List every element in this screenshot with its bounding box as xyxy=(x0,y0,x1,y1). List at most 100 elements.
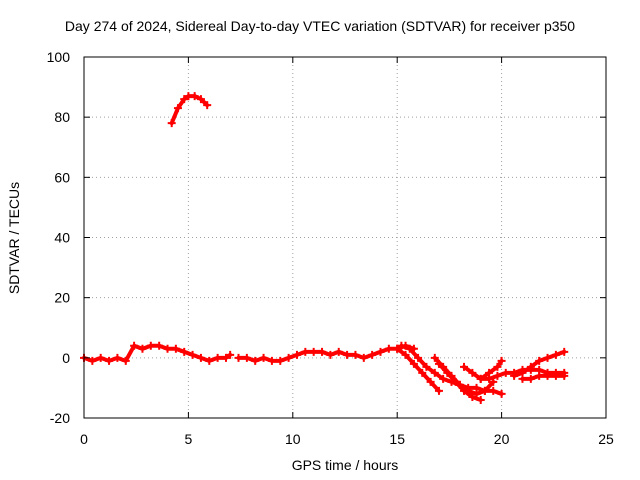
data-point xyxy=(497,389,506,398)
data-point xyxy=(88,356,97,365)
x-axis-label: GPS time / hours xyxy=(291,457,399,473)
data-point xyxy=(203,101,212,110)
data-point xyxy=(468,368,477,377)
series-11 xyxy=(518,371,569,383)
y-tick-label: 20 xyxy=(54,290,70,306)
data-point xyxy=(251,356,260,365)
x-tick-label: 20 xyxy=(494,431,510,447)
data-point xyxy=(180,347,189,356)
data-point xyxy=(368,350,377,359)
data-point xyxy=(173,104,182,113)
data-point xyxy=(196,95,205,104)
data-point xyxy=(430,368,439,377)
series-line xyxy=(82,343,233,363)
data-point xyxy=(560,371,569,380)
data-point xyxy=(309,347,318,356)
data-series xyxy=(80,92,569,404)
data-point xyxy=(476,374,485,383)
series-7 xyxy=(434,359,485,404)
data-point xyxy=(138,344,147,353)
data-point xyxy=(430,353,439,362)
data-point xyxy=(535,356,544,365)
x-tick-label: 0 xyxy=(80,431,88,447)
data-point xyxy=(460,386,469,395)
data-point xyxy=(190,92,199,101)
data-point xyxy=(543,353,552,362)
data-point xyxy=(451,377,460,386)
data-point xyxy=(551,371,560,380)
data-point xyxy=(130,341,139,350)
data-point xyxy=(480,386,489,395)
data-point xyxy=(205,356,214,365)
data-point xyxy=(439,374,448,383)
data-point xyxy=(196,353,205,362)
data-point xyxy=(489,386,498,395)
data-point xyxy=(560,347,569,356)
data-point xyxy=(493,362,502,371)
data-point xyxy=(171,344,180,353)
data-point xyxy=(163,344,172,353)
data-point xyxy=(476,395,485,404)
y-tick-label: 40 xyxy=(54,230,70,246)
y-tick-label: -20 xyxy=(50,410,70,426)
chart-title: Day 274 of 2024, Sidereal Day-to-day VTE… xyxy=(64,18,576,34)
data-point xyxy=(443,368,452,377)
data-point xyxy=(376,347,385,356)
data-point xyxy=(234,353,243,362)
data-point xyxy=(292,350,301,359)
y-axis-label: SDTVAR / TECUs xyxy=(6,181,22,295)
data-point xyxy=(434,359,443,368)
x-tick-label: 25 xyxy=(598,431,614,447)
data-point xyxy=(334,347,343,356)
data-point xyxy=(226,350,235,359)
data-point xyxy=(276,356,285,365)
data-point xyxy=(518,374,527,383)
data-point xyxy=(343,350,352,359)
data-point xyxy=(535,371,544,380)
data-point xyxy=(180,95,189,104)
data-point xyxy=(96,353,105,362)
data-point xyxy=(167,119,176,128)
data-point xyxy=(526,374,535,383)
data-point xyxy=(113,353,122,362)
axis-ticks: 0 5 10 15 20 25 -20 0 20 40 60 80 100 xyxy=(47,49,614,447)
y-tick-label: 60 xyxy=(54,169,70,185)
y-tick-label: 0 xyxy=(62,350,70,366)
data-point xyxy=(393,344,402,353)
data-point xyxy=(510,371,519,380)
series-1 xyxy=(167,92,212,128)
x-tick-label: 5 xyxy=(185,431,193,447)
data-point xyxy=(188,350,197,359)
series-line xyxy=(236,343,416,363)
data-point xyxy=(121,356,130,365)
data-point xyxy=(426,377,435,386)
data-point xyxy=(242,353,251,362)
data-point xyxy=(318,347,327,356)
data-point xyxy=(526,362,535,371)
data-point xyxy=(326,350,335,359)
data-point xyxy=(460,362,469,371)
data-point xyxy=(501,368,510,377)
grid-lines xyxy=(84,57,606,418)
data-point xyxy=(105,356,114,365)
x-tick-label: 10 xyxy=(285,431,301,447)
data-point xyxy=(422,362,431,371)
data-point xyxy=(497,356,506,365)
data-point xyxy=(155,341,164,350)
series-10 xyxy=(510,347,569,380)
data-point xyxy=(485,374,494,383)
data-point xyxy=(543,371,552,380)
data-point xyxy=(397,341,406,350)
series-2 xyxy=(80,341,235,365)
data-point xyxy=(384,344,393,353)
data-point xyxy=(359,353,368,362)
data-point xyxy=(434,386,443,395)
series-3 xyxy=(234,341,418,365)
data-point xyxy=(468,392,477,401)
data-point xyxy=(351,350,360,359)
data-point xyxy=(301,347,310,356)
data-point xyxy=(213,353,222,362)
y-tick-label: 80 xyxy=(54,109,70,125)
x-tick-label: 15 xyxy=(389,431,405,447)
